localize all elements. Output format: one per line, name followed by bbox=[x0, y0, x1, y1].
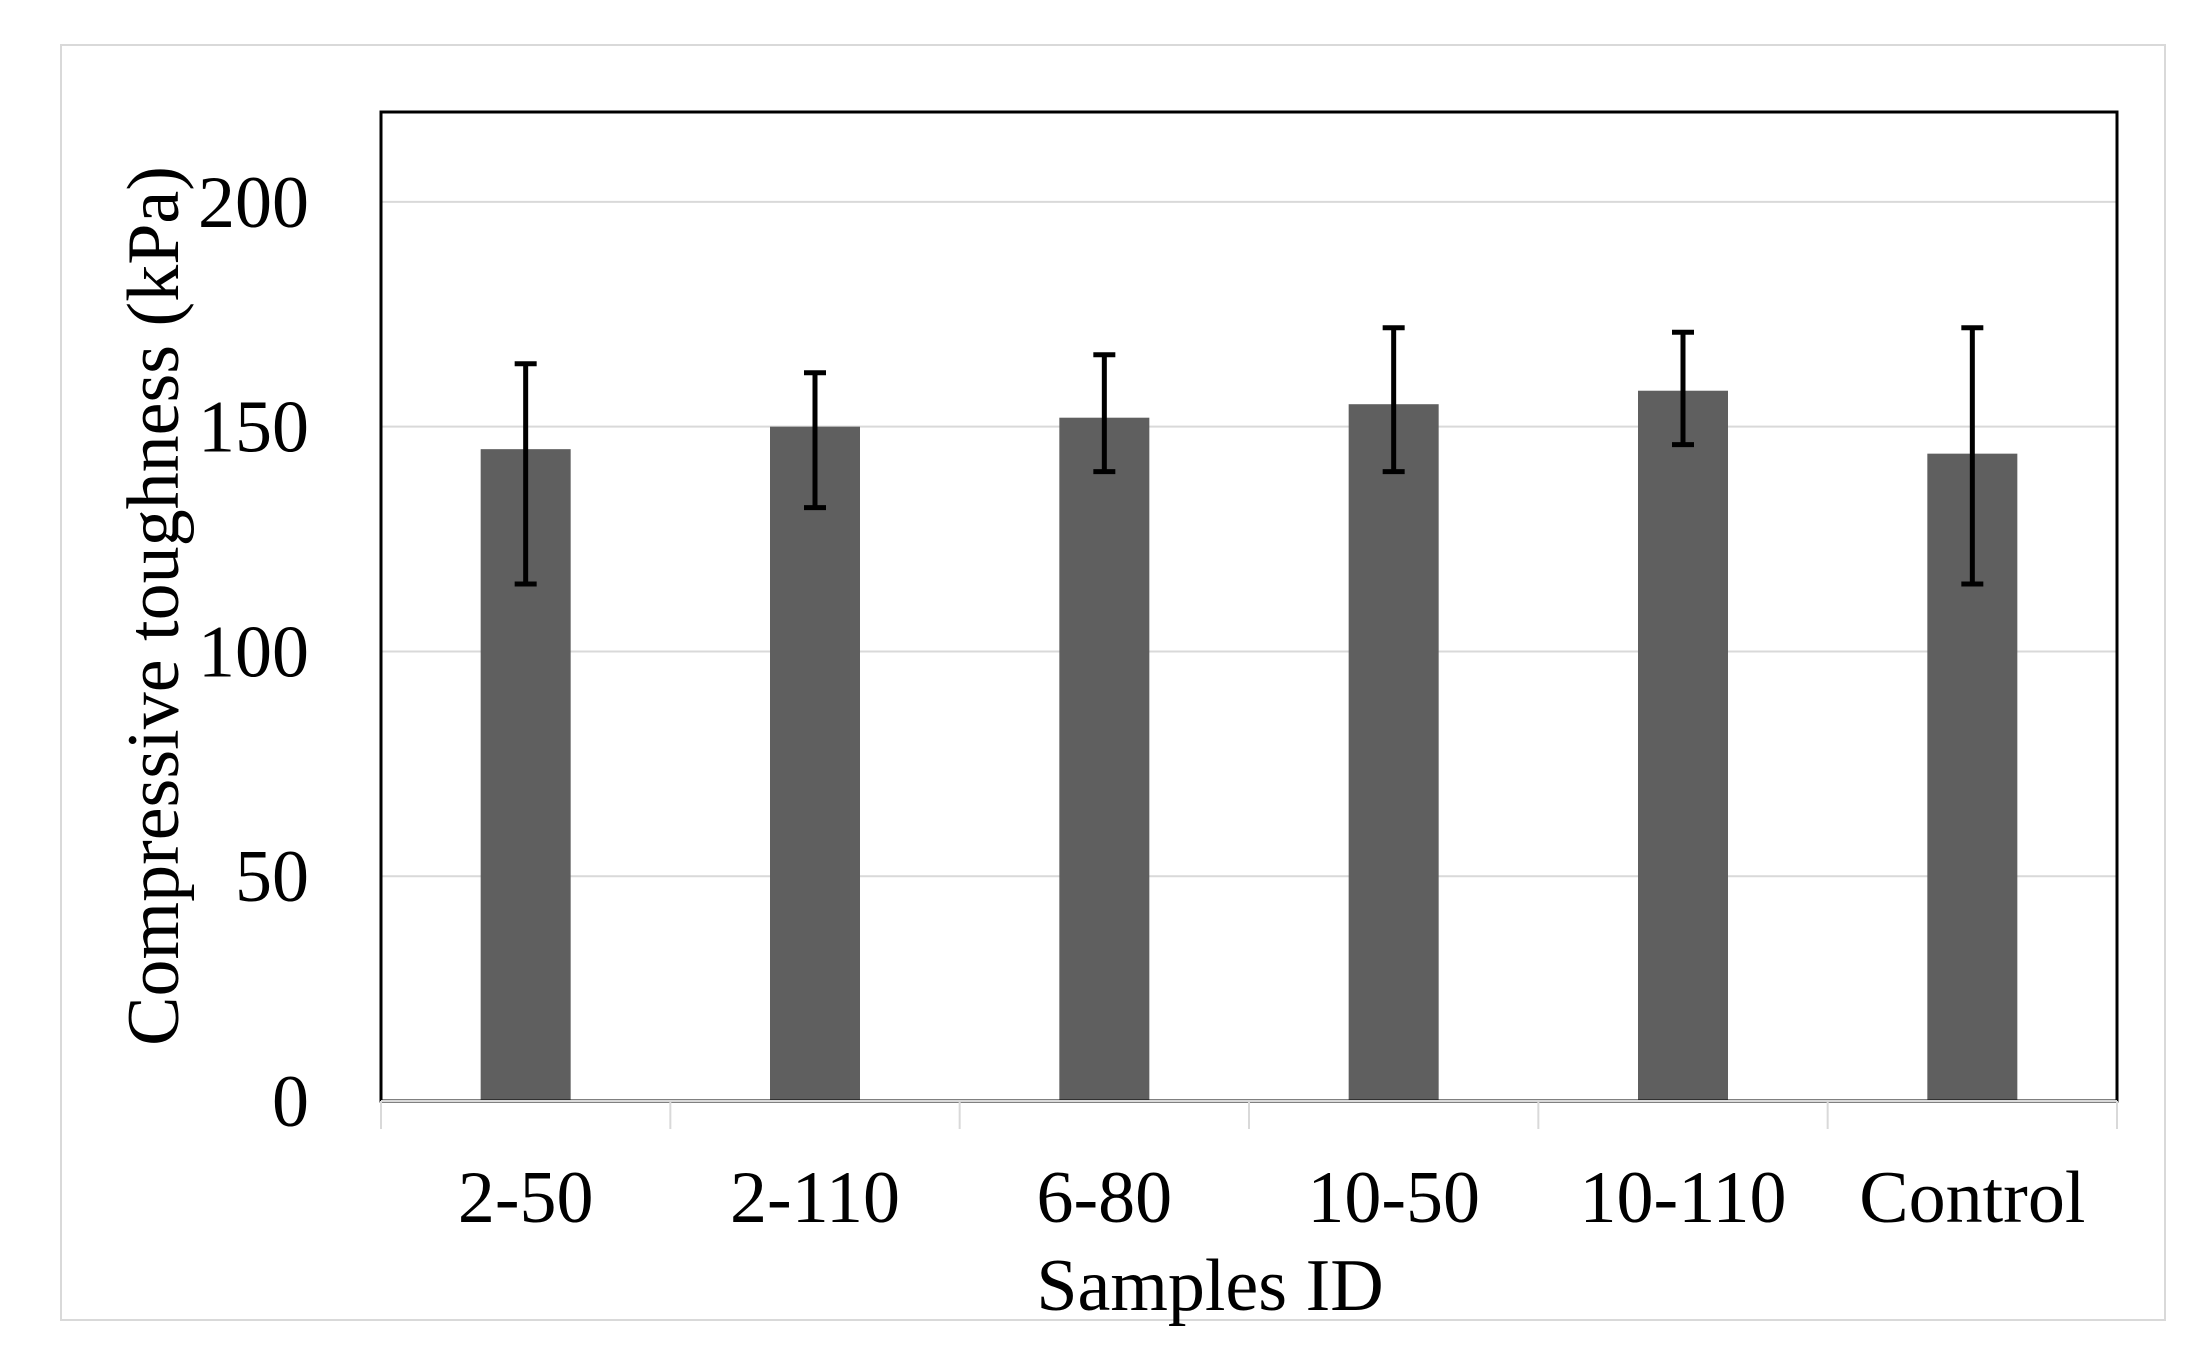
x-tick-label: 2-50 bbox=[458, 1157, 594, 1239]
error-bar-Control bbox=[1961, 325, 1984, 587]
error-bar-2-110 bbox=[804, 370, 826, 511]
y-tick-label: 200 bbox=[198, 162, 309, 244]
x-tick-label: 2-110 bbox=[730, 1157, 900, 1239]
gridlines bbox=[381, 200, 2117, 878]
error-bar-10-50 bbox=[1382, 325, 1405, 475]
y-tick-label: 0 bbox=[272, 1061, 309, 1143]
y-tick-label: 50 bbox=[235, 836, 309, 918]
x-axis-title: Samples ID bbox=[1036, 1245, 1383, 1327]
x-axis-ticks: 2-50 2-110 6-80 10-50 10-110 Control bbox=[458, 1157, 2086, 1239]
plot-area-border bbox=[379, 110, 2119, 1103]
y-tick-label: 150 bbox=[198, 387, 309, 469]
bar-2-110 bbox=[770, 426, 860, 1101]
y-tick-label: 100 bbox=[198, 611, 309, 693]
x-tick-label: Control bbox=[1859, 1157, 2085, 1239]
y-axis-ticks: 0 50 100 150 200 bbox=[198, 162, 309, 1143]
bar-10-110 bbox=[1638, 390, 1728, 1102]
y-axis-title: Compressive toughness (kPa) bbox=[113, 166, 195, 1046]
bar-6-80 bbox=[1059, 417, 1150, 1101]
bars bbox=[480, 390, 2018, 1102]
x-tick-label: 10-110 bbox=[1580, 1157, 1787, 1239]
error-bars bbox=[514, 325, 1984, 587]
x-axis bbox=[380, 1100, 2118, 1129]
x-tick-label: 6-80 bbox=[1037, 1157, 1173, 1239]
error-bar-6-80 bbox=[1093, 352, 1116, 475]
x-tick-label: 10-50 bbox=[1307, 1157, 1480, 1239]
error-bar-2-50 bbox=[514, 361, 537, 587]
bar-10-50 bbox=[1348, 404, 1439, 1101]
error-bar-10-110 bbox=[1672, 329, 1694, 448]
